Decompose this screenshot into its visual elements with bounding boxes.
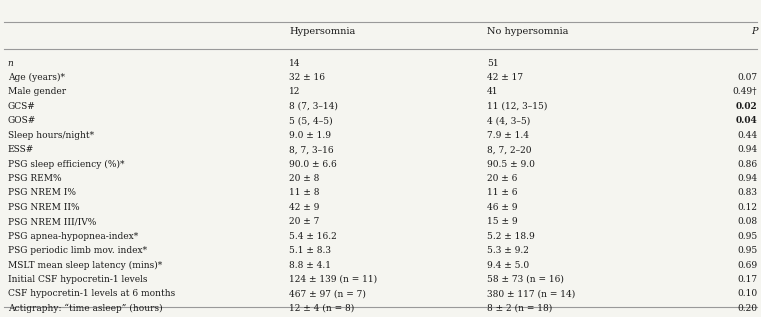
Text: 0.44: 0.44: [737, 131, 757, 140]
Text: 9.0 ± 1.9: 9.0 ± 1.9: [289, 131, 331, 140]
Text: 4 (4, 3–5): 4 (4, 3–5): [487, 116, 530, 125]
Text: PSG apnea-hypopnea-index*: PSG apnea-hypopnea-index*: [8, 232, 138, 241]
Text: 58 ± 73 (n = 16): 58 ± 73 (n = 16): [487, 275, 564, 284]
Text: MSLT mean sleep latency (mins)*: MSLT mean sleep latency (mins)*: [8, 261, 162, 270]
Text: 8, 7, 3–16: 8, 7, 3–16: [289, 145, 334, 154]
Text: 11 ± 6: 11 ± 6: [487, 188, 517, 197]
Text: Sleep hours/night*: Sleep hours/night*: [8, 131, 94, 140]
Text: 32 ± 16: 32 ± 16: [289, 73, 325, 82]
Text: PSG sleep efficiency (%)*: PSG sleep efficiency (%)*: [8, 160, 124, 169]
Text: P: P: [750, 27, 757, 36]
Text: PSG NREM II%: PSG NREM II%: [8, 203, 79, 212]
Text: CSF hypocretin-1 levels at 6 months: CSF hypocretin-1 levels at 6 months: [8, 289, 175, 298]
Text: Initial CSF hypocretin-1 levels: Initial CSF hypocretin-1 levels: [8, 275, 147, 284]
Text: 7.9 ± 1.4: 7.9 ± 1.4: [487, 131, 529, 140]
Text: 0.17: 0.17: [737, 275, 757, 284]
Text: 8 ± 2 (n = 18): 8 ± 2 (n = 18): [487, 304, 552, 313]
Text: 20 ± 7: 20 ± 7: [289, 217, 320, 226]
Text: 12: 12: [289, 87, 301, 96]
Text: 0.20: 0.20: [737, 304, 757, 313]
Text: 8, 7, 2–20: 8, 7, 2–20: [487, 145, 531, 154]
Text: 0.12: 0.12: [737, 203, 757, 212]
Text: 11 ± 8: 11 ± 8: [289, 188, 320, 197]
Text: 8.8 ± 4.1: 8.8 ± 4.1: [289, 261, 331, 269]
Text: No hypersomnia: No hypersomnia: [487, 27, 568, 36]
Text: 90.0 ± 6.6: 90.0 ± 6.6: [289, 160, 337, 169]
Text: GOS#: GOS#: [8, 116, 36, 125]
Text: 0.83: 0.83: [737, 188, 757, 197]
Text: 51: 51: [487, 59, 498, 68]
Text: 42 ± 17: 42 ± 17: [487, 73, 523, 82]
Text: 0.49†: 0.49†: [733, 87, 757, 96]
Text: 0.94: 0.94: [737, 145, 757, 154]
Text: 0.95: 0.95: [737, 232, 757, 241]
Text: PSG REM%: PSG REM%: [8, 174, 61, 183]
Text: Age (years)*: Age (years)*: [8, 73, 65, 82]
Text: 41: 41: [487, 87, 498, 96]
Text: 8 (7, 3–14): 8 (7, 3–14): [289, 102, 338, 111]
Text: 46 ± 9: 46 ± 9: [487, 203, 517, 212]
Text: 11 (12, 3–15): 11 (12, 3–15): [487, 102, 547, 111]
Text: 0.10: 0.10: [737, 289, 757, 298]
Text: 90.5 ± 9.0: 90.5 ± 9.0: [487, 160, 535, 169]
Text: 9.4 ± 5.0: 9.4 ± 5.0: [487, 261, 529, 269]
Text: Hypersomnia: Hypersomnia: [289, 27, 355, 36]
Text: 0.08: 0.08: [737, 217, 757, 226]
Text: PSG NREM III/IV%: PSG NREM III/IV%: [8, 217, 96, 226]
Text: 42 ± 9: 42 ± 9: [289, 203, 320, 212]
Text: 380 ± 117 (n = 14): 380 ± 117 (n = 14): [487, 289, 575, 298]
Text: PSG NREM I%: PSG NREM I%: [8, 188, 75, 197]
Text: 0.07: 0.07: [737, 73, 757, 82]
Text: ESS#: ESS#: [8, 145, 33, 154]
Text: 20 ± 6: 20 ± 6: [487, 174, 517, 183]
Text: 5 (5, 4–5): 5 (5, 4–5): [289, 116, 333, 125]
Text: Male gender: Male gender: [8, 87, 65, 96]
Text: 0.02: 0.02: [735, 102, 757, 111]
Text: n: n: [8, 59, 14, 68]
Text: 20 ± 8: 20 ± 8: [289, 174, 320, 183]
Text: PSG periodic limb mov. index*: PSG periodic limb mov. index*: [8, 246, 147, 255]
Text: GCS#: GCS#: [8, 102, 35, 111]
Text: 5.3 ± 9.2: 5.3 ± 9.2: [487, 246, 529, 255]
Text: 5.4 ± 16.2: 5.4 ± 16.2: [289, 232, 337, 241]
Text: 15 ± 9: 15 ± 9: [487, 217, 517, 226]
Text: 5.1 ± 8.3: 5.1 ± 8.3: [289, 246, 331, 255]
Text: 0.86: 0.86: [737, 160, 757, 169]
Text: 12 ± 4 (n = 8): 12 ± 4 (n = 8): [289, 304, 355, 313]
Text: 14: 14: [289, 59, 301, 68]
Text: 0.04: 0.04: [735, 116, 757, 125]
Text: 467 ± 97 (n = 7): 467 ± 97 (n = 7): [289, 289, 366, 298]
Text: 0.69: 0.69: [737, 261, 757, 269]
Text: 0.95: 0.95: [737, 246, 757, 255]
Text: 124 ± 139 (n = 11): 124 ± 139 (n = 11): [289, 275, 377, 284]
Text: 5.2 ± 18.9: 5.2 ± 18.9: [487, 232, 535, 241]
Text: 0.94: 0.94: [737, 174, 757, 183]
Text: Actigraphy: “time asleep” (hours): Actigraphy: “time asleep” (hours): [8, 304, 162, 313]
